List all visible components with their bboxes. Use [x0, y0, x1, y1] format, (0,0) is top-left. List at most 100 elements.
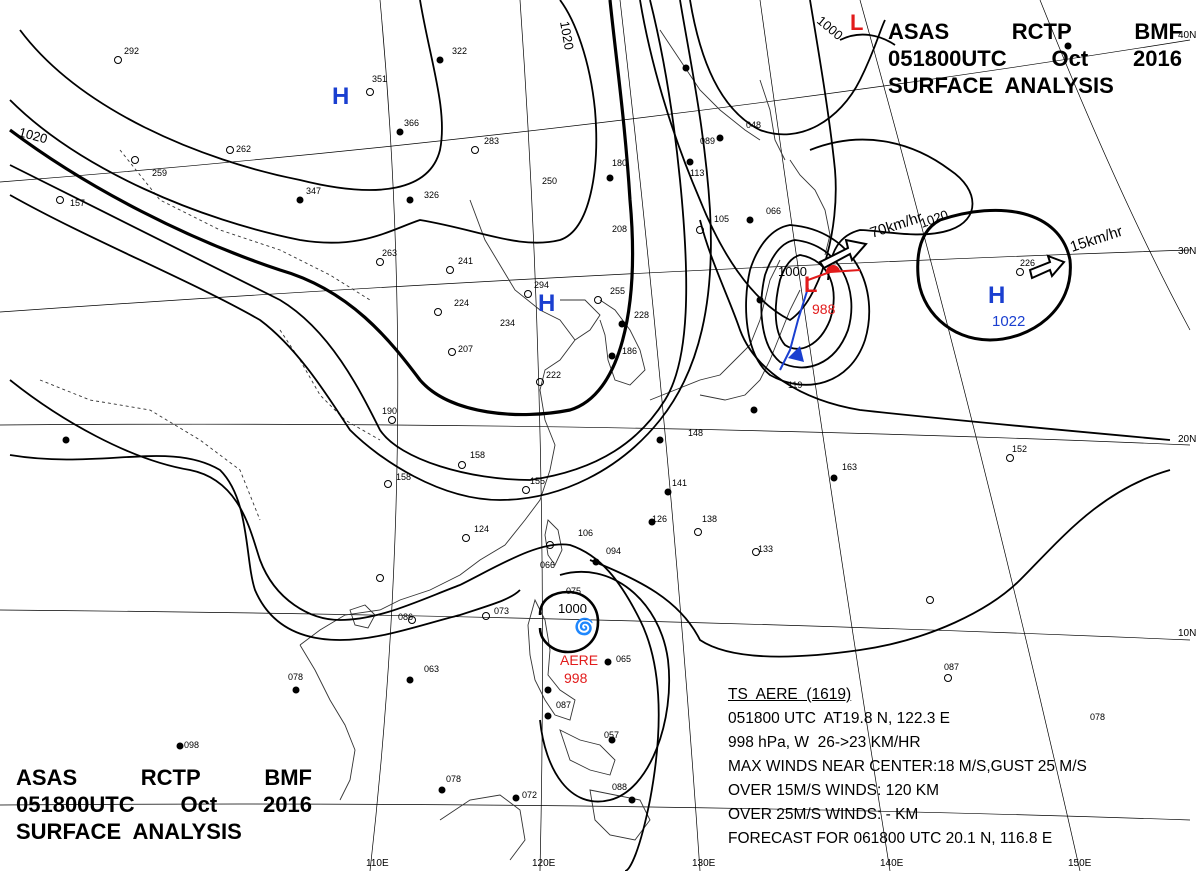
- longitude-label: 120E: [532, 858, 556, 869]
- station-mark: [388, 416, 396, 424]
- station-mark: [436, 56, 444, 64]
- low-ring-2: [760, 239, 853, 369]
- latitude-line-20n: [0, 423, 1191, 446]
- station-mark: [114, 56, 122, 64]
- fronts: [779, 264, 861, 371]
- storm-name: AERE: [560, 652, 598, 668]
- header-row-3: SURFACE ANALYSIS: [888, 72, 1182, 99]
- station-mark: [376, 258, 384, 266]
- header-title: SURFACE ANALYSIS: [888, 73, 1114, 98]
- station-mark: [608, 736, 616, 744]
- station-value: 158: [470, 450, 485, 460]
- station-mark: [458, 461, 466, 469]
- isobar-8: [589, 469, 1171, 658]
- station-value: 088: [612, 782, 627, 792]
- station-value: 063: [424, 664, 439, 674]
- station-mark: [1016, 268, 1024, 276]
- station-mark: [536, 378, 544, 386]
- station-mark: [376, 574, 384, 582]
- longitude-line-160e: [1039, 0, 1191, 331]
- station-value: 255: [610, 286, 625, 296]
- station-value: 347: [306, 186, 321, 196]
- isobar-label: 1000: [558, 601, 587, 616]
- station-value: 224: [454, 298, 469, 308]
- station-value: 250: [542, 176, 557, 186]
- storm-ring-1000: [538, 590, 600, 654]
- coast-indochina: [299, 644, 356, 801]
- station-value: 155: [530, 476, 545, 486]
- station-value: 186: [622, 346, 637, 356]
- station-mark: [406, 196, 414, 204]
- header-row-2: 051800UTC Oct 2016: [16, 791, 312, 818]
- header-center-rctp: RCTP: [1011, 19, 1072, 44]
- cold-front: [779, 287, 809, 371]
- station-mark: [608, 352, 616, 360]
- graticule-labels: 40N 30N 20N 10N 110E 120E 130E 140E 150E: [366, 30, 1196, 869]
- station-mark: [696, 226, 704, 234]
- station-mark: [296, 196, 304, 204]
- station-mark: [544, 712, 552, 720]
- station-value: 126: [652, 514, 667, 524]
- longitude-line-130e: [619, 0, 701, 871]
- station-mark: [752, 548, 760, 556]
- isobar-1020-east: [916, 208, 1072, 342]
- station-value: 163: [842, 462, 857, 472]
- motion-arrow-low: [818, 238, 868, 270]
- station-mark: [434, 308, 442, 316]
- station-value: 208: [612, 224, 627, 234]
- border-inland-1: [119, 149, 371, 301]
- station-mark: [384, 480, 392, 488]
- coast-russia-east: [659, 29, 761, 141]
- isobar-4: [9, 0, 688, 481]
- map-header-bottom-left: ASAS RCTP BMF 051800UTC Oct 2016 SURFACE…: [16, 764, 312, 845]
- isobar-9: [639, 0, 837, 322]
- station-value: 157: [70, 198, 85, 208]
- isobar-12: [809, 138, 974, 281]
- station-mark: [664, 488, 672, 496]
- header-time: 051800UTC: [16, 792, 135, 817]
- station-value: 228: [634, 310, 649, 320]
- typhoon-forecast: FORECAST FOR 061800 UTC 20.1 N, 116.8 E: [728, 830, 1053, 847]
- station-value: 141: [672, 478, 687, 488]
- coast-china-east: [299, 199, 576, 646]
- station-mark: [604, 658, 612, 666]
- station-value: 207: [458, 344, 473, 354]
- storm-ring-outer: [539, 570, 670, 803]
- station-mark: [944, 674, 952, 682]
- motion-arrow-high: [1028, 254, 1066, 280]
- station-mark: [750, 406, 758, 414]
- station-mark: [594, 296, 602, 304]
- latitude-label: 10N: [1178, 628, 1196, 639]
- station-value: 138: [702, 514, 717, 524]
- station-value: 234: [500, 318, 515, 328]
- station-value: 158: [396, 472, 411, 482]
- station-value: 113: [690, 168, 704, 178]
- station-value: 262: [236, 144, 251, 154]
- coast-hainan: [349, 604, 376, 629]
- coast-luzon: [527, 598, 576, 721]
- station-value: 098: [184, 740, 199, 750]
- longitude-label: 110E: [366, 858, 389, 869]
- typhoon-25ms-radius: OVER 25M/S WINDS: - KM: [728, 806, 919, 823]
- header-center-rctp: RCTP: [140, 765, 201, 790]
- pressure-centers: H H H 1022 L 988 L: [332, 10, 1025, 330]
- typhoon-pressure-motion: 998 hPa, W 26->23 KM/HR: [728, 734, 921, 751]
- station-mark: [756, 296, 764, 304]
- typhoon-15ms-radius: OVER 15M/S WINDS: 120 KM: [728, 782, 940, 799]
- header-month: Oct: [180, 792, 218, 817]
- station-value: 152: [1012, 444, 1027, 454]
- latitude-line-0: [0, 803, 1191, 821]
- station-mark: [446, 266, 454, 274]
- station-mark: [396, 128, 404, 136]
- station-value: 065: [616, 654, 631, 664]
- station-value: 087: [556, 700, 571, 710]
- storm-symbol-icon: 🌀: [574, 617, 594, 636]
- station-value: 366: [404, 118, 419, 128]
- coast-japan-kyushu: [649, 259, 781, 401]
- station-value: 075: [566, 586, 581, 596]
- isobar-1020: [9, 0, 635, 417]
- station-value: 072: [522, 790, 537, 800]
- latitude-label: 20N: [1178, 434, 1196, 445]
- coast-hokkaido: [789, 159, 831, 256]
